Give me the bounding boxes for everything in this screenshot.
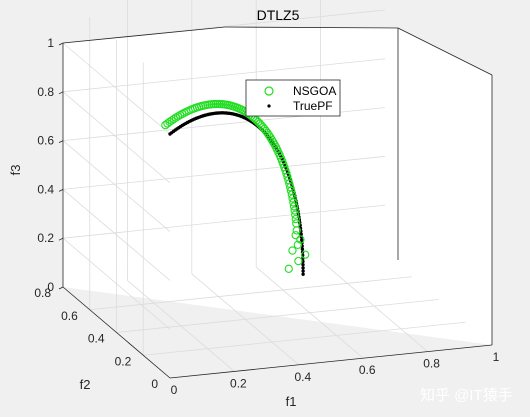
truepf-point: [168, 132, 172, 136]
z-axis-label: f3: [8, 165, 23, 176]
x-tick-label: 0.2: [230, 376, 247, 390]
y-tick-label: 0: [151, 377, 158, 391]
nsgoa-point: [291, 214, 300, 224]
x-axis-label: f1: [286, 394, 297, 409]
grid-line-wall-z: [62, 140, 171, 232]
nsgoa-point: [291, 210, 300, 219]
grid-line-wall-z: [62, 204, 386, 239]
nsgoa-point: [288, 194, 297, 203]
nsgoa-point: [289, 198, 298, 207]
legend-label-nsgoa: NSGOA: [293, 84, 336, 98]
y-tick-label: 0.2: [115, 354, 132, 368]
z-tick-label: 0.4: [37, 182, 54, 196]
z-tick-mark: [58, 91, 64, 95]
nsgoa-point: [173, 112, 183, 121]
nsgoa-point: [291, 231, 300, 240]
x-tick-label: 0.6: [359, 363, 376, 377]
truepf-point: [300, 247, 305, 251]
tick-labels: 0 0.2 0.4 0.6 0.8 100.20.40.60.800.20.40.60.8…: [34, 0, 499, 397]
nsgoa-point: [284, 264, 293, 273]
truepf-point: [299, 232, 303, 236]
grid-line-wall-z: [62, 42, 171, 135]
legend-marker-nsgoa: [264, 86, 274, 96]
nsgoa-point: [169, 114, 178, 124]
legend-label-truepf: TruePF: [293, 99, 333, 113]
right-wall-upper: [398, 28, 492, 345]
grid-line-wall-z: [62, 58, 386, 93]
nsgoa-point: [301, 250, 310, 259]
back-pane-left: [63, 27, 225, 287]
chart-title: DTLZ5: [257, 7, 300, 23]
z-tick-label: 1.2: [37, 0, 54, 1]
nsgoa-point: [264, 131, 274, 140]
z-tick-mark: [58, 140, 64, 143]
z-tick-mark: [58, 189, 64, 192]
x-tick-label: 0: [171, 383, 178, 397]
back-pane-right: [225, 27, 398, 260]
nsgoa-point: [178, 109, 187, 119]
truepf-point: [300, 238, 304, 242]
nsgoa-point: [288, 246, 297, 255]
y-tick-label: 0.4: [88, 332, 105, 346]
y-axis-label: f2: [80, 377, 91, 392]
truepf-point: [301, 269, 305, 273]
truepf-point: [301, 266, 305, 270]
x-tick-label: 0.8: [423, 357, 440, 371]
nsgoa-point: [161, 120, 170, 130]
nsgoa-point: [296, 235, 305, 244]
z-tick-label: 0.2: [37, 231, 54, 245]
nsgoa-point: [289, 202, 299, 211]
grid-line-floor-y: [116, 299, 439, 333]
nsgoa-point: [266, 133, 275, 142]
z-tick-label: 0.8: [37, 85, 54, 99]
z-tick-mark: [58, 286, 64, 290]
truepf-point: [301, 272, 305, 276]
nsgoa-point: [267, 135, 276, 144]
grid-line-wall-z: [62, 189, 171, 281]
z-tick-label: 0.6: [37, 134, 54, 148]
grid-line-floor-y: [89, 276, 412, 311]
axes-frame: [62, 26, 493, 379]
z-tick-label: 1: [47, 36, 54, 50]
legend: NSGOA TruePF: [245, 79, 341, 117]
x-tick-label: 0.4: [294, 370, 311, 384]
grid-line-wall-z: [62, 91, 171, 184]
z-tick-label: 0: [47, 280, 54, 294]
x-tick-label: 1: [493, 350, 500, 364]
nsgoa-point: [292, 219, 301, 228]
nsgoa-point: [294, 256, 303, 266]
z-tick-mark: [58, 237, 64, 241]
nsgoa-point: [163, 119, 172, 128]
grid-line-wall-z: [62, 156, 386, 190]
nsgoa-point: [290, 206, 299, 215]
legend-box: [245, 79, 341, 117]
watermark: 知乎 @IT猿手: [420, 387, 513, 404]
nsgoa-point: [293, 240, 302, 249]
grid-line-floor-y: [143, 321, 466, 356]
legend-marker-truepf: [267, 104, 271, 108]
data-marks: [161, 99, 310, 276]
y-tick-label: 0.8: [34, 286, 51, 300]
y-tick-label: 0.6: [61, 309, 78, 323]
nsgoa-point: [171, 113, 181, 122]
truepf-point: [301, 262, 305, 267]
z-tick-mark: [58, 42, 64, 46]
grid-line-wall-z: [62, 237, 171, 330]
nsgoa-point: [175, 110, 185, 120]
